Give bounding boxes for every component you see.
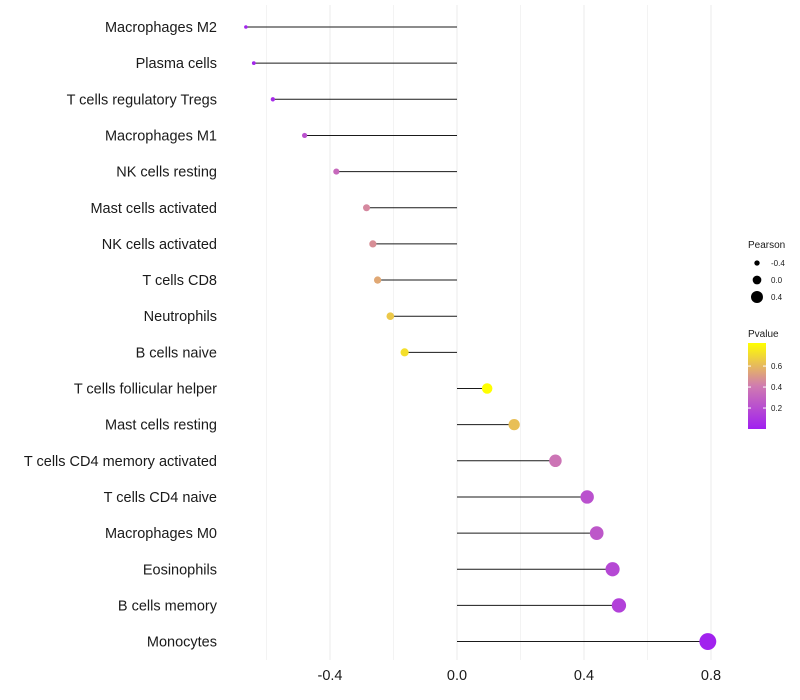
category-label: T cells follicular helper bbox=[74, 382, 217, 398]
category-labels: Macrophages M2 Plasma cells T cells regula… bbox=[24, 20, 218, 651]
color-legend-ticks: 0.6 0.4 0.2 bbox=[748, 362, 783, 413]
category-label: NK cells resting bbox=[116, 165, 217, 181]
data-point bbox=[301, 132, 308, 139]
data-point bbox=[244, 25, 248, 29]
data-point bbox=[400, 348, 409, 357]
category-label: Macrophages M0 bbox=[105, 526, 217, 542]
legend: Pearson -0.4 0.0 0.4 Pvalue 0.6 0.4 0.2 bbox=[748, 240, 785, 429]
x-tick-label: 0.0 bbox=[447, 668, 467, 684]
data-point bbox=[363, 204, 371, 212]
data-point bbox=[549, 454, 562, 468]
x-axis-ticks: -0.4 0.0 0.4 0.8 bbox=[318, 668, 722, 684]
category-label: Mast cells activated bbox=[90, 201, 217, 217]
category-label: B cells naive bbox=[136, 345, 217, 361]
x-tick-label: 0.4 bbox=[574, 668, 594, 684]
category-label: Neutrophils bbox=[144, 309, 217, 325]
category-label: B cells memory bbox=[118, 598, 218, 614]
data-point bbox=[611, 598, 627, 613]
size-legend-dot bbox=[754, 260, 760, 266]
category-label: T cells CD4 naive bbox=[104, 490, 217, 506]
category-label: Mast cells resting bbox=[105, 418, 217, 434]
data-point bbox=[508, 419, 520, 431]
data-point bbox=[386, 312, 395, 321]
data-point bbox=[270, 97, 276, 102]
color-legend-title: Pvalue bbox=[748, 329, 779, 340]
data-point bbox=[589, 526, 604, 540]
x-tick-label: 0.8 bbox=[701, 668, 721, 684]
data-point bbox=[373, 276, 382, 284]
data-point bbox=[580, 490, 594, 504]
data-point bbox=[369, 240, 377, 248]
size-legend-label: 0.4 bbox=[771, 293, 783, 302]
color-legend-label: 0.6 bbox=[771, 362, 783, 371]
category-label: Plasma cells bbox=[136, 56, 217, 72]
stems bbox=[245, 26, 708, 643]
data-point bbox=[251, 61, 256, 66]
size-legend-dot bbox=[752, 275, 762, 285]
size-legend-title: Pearson bbox=[748, 240, 785, 251]
size-legend-dot bbox=[751, 291, 763, 303]
category-label: Eosinophils bbox=[143, 562, 217, 578]
size-legend: -0.4 0.0 0.4 bbox=[751, 259, 785, 303]
x-tick-label: -0.4 bbox=[318, 668, 343, 684]
size-legend-label: -0.4 bbox=[771, 259, 785, 268]
category-label: T cells regulatory Tregs bbox=[67, 92, 217, 108]
data-point bbox=[605, 562, 620, 577]
size-legend-label: 0.0 bbox=[771, 276, 783, 285]
data-point bbox=[699, 633, 717, 651]
category-label: Macrophages M2 bbox=[105, 20, 217, 36]
category-label: T cells CD8 bbox=[142, 273, 217, 289]
category-label: Macrophages M1 bbox=[105, 128, 217, 144]
pvalue-colorbar bbox=[748, 343, 766, 429]
category-label: NK cells activated bbox=[102, 237, 217, 253]
grid-lines bbox=[266, 5, 712, 660]
color-legend-label: 0.4 bbox=[771, 383, 783, 392]
color-legend-label: 0.2 bbox=[771, 404, 783, 413]
data-point bbox=[481, 383, 493, 394]
category-label: Monocytes bbox=[147, 635, 217, 651]
category-label: T cells CD4 memory activated bbox=[24, 454, 217, 470]
points bbox=[244, 25, 717, 651]
data-point bbox=[333, 168, 340, 175]
